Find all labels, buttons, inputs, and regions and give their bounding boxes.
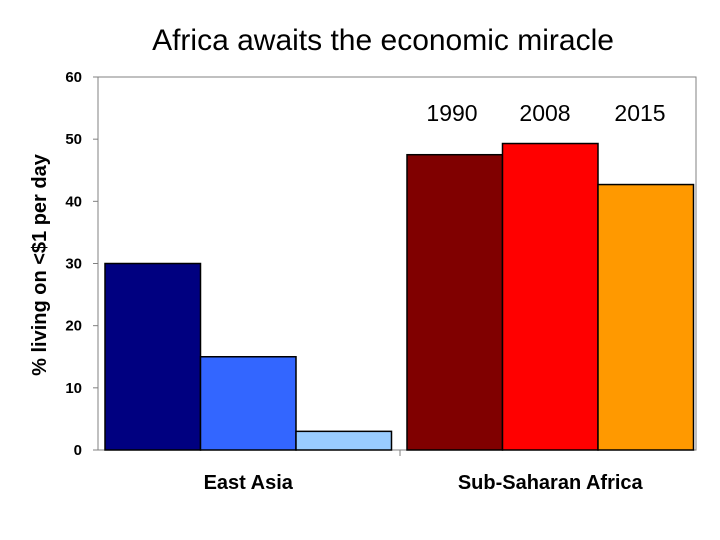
chart-title: Africa awaits the economic miracle bbox=[152, 24, 614, 57]
y-tick-label: 50 bbox=[65, 131, 82, 148]
legend-label-1990: 1990 bbox=[426, 100, 477, 126]
legend-label-2015: 2015 bbox=[614, 100, 665, 126]
bar-east-asia-2008 bbox=[199, 356, 297, 451]
category-labels: East Asia Sub-Saharan Africa bbox=[204, 450, 644, 494]
bar-east-asia-1990 bbox=[104, 262, 202, 451]
legend-label-2008: 2008 bbox=[519, 100, 570, 126]
x-category-label: East Asia bbox=[204, 472, 294, 494]
bar-sub-saharan-africa-2015 bbox=[597, 183, 695, 451]
bar-sub-saharan-africa-1990 bbox=[406, 153, 504, 451]
y-tick-label: 0 bbox=[74, 442, 82, 459]
y-axis-ticks: 0 10 20 30 40 50 60 bbox=[65, 69, 98, 459]
y-tick-label: 40 bbox=[65, 193, 82, 210]
bars bbox=[104, 142, 695, 451]
x-category-label: Sub-Saharan Africa bbox=[458, 472, 644, 494]
y-tick-label: 20 bbox=[65, 318, 82, 335]
y-tick-label: 60 bbox=[65, 69, 82, 86]
y-tick-label: 30 bbox=[65, 256, 82, 273]
bar-east-asia-2015 bbox=[295, 430, 393, 451]
y-tick-label: 10 bbox=[65, 380, 82, 397]
y-axis-label: % living on <$1 per day bbox=[29, 153, 51, 376]
legend: 1990 2008 2015 bbox=[426, 100, 665, 126]
bar-sub-saharan-africa-2008 bbox=[501, 142, 599, 451]
